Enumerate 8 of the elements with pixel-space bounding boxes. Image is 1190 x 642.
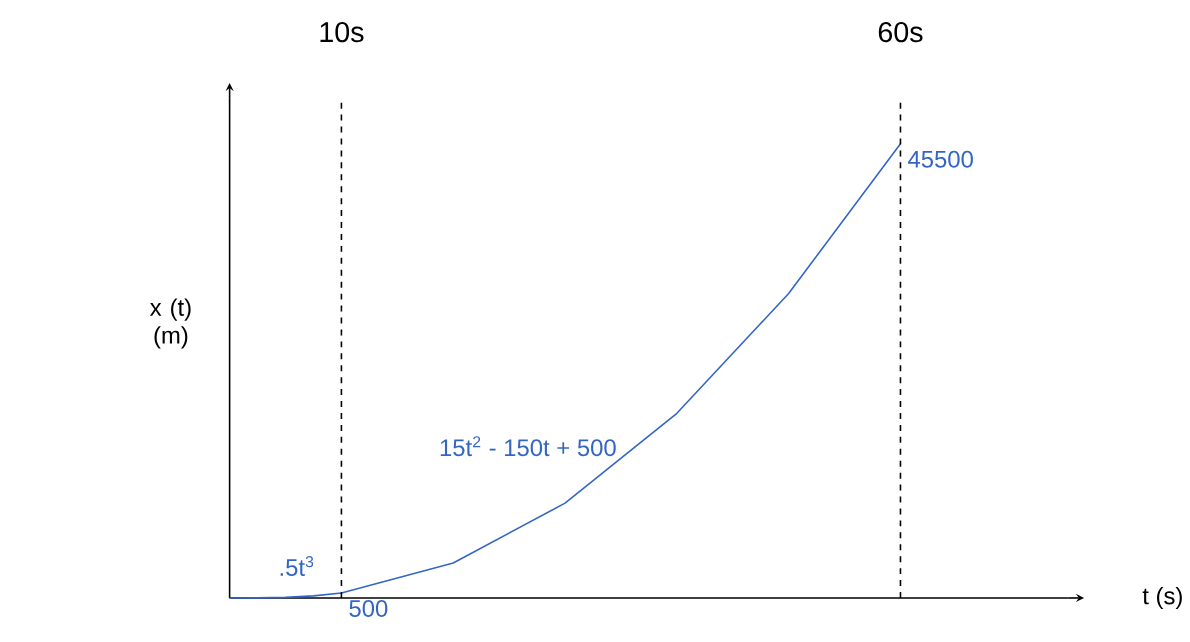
data-label: 500 xyxy=(349,600,388,617)
data-label: 45500 xyxy=(908,150,973,168)
x-tick-label: 10s xyxy=(320,22,364,43)
x-axis-title: t (s) xyxy=(1142,586,1182,610)
x-tick-label: 60s xyxy=(878,22,923,43)
y-axis-title: x (t) (m) xyxy=(149,298,191,349)
annotation: 15t$^{2}$ - 150t + 500 xyxy=(440,436,616,457)
annotation: .5t$^{3}$ xyxy=(280,556,314,577)
